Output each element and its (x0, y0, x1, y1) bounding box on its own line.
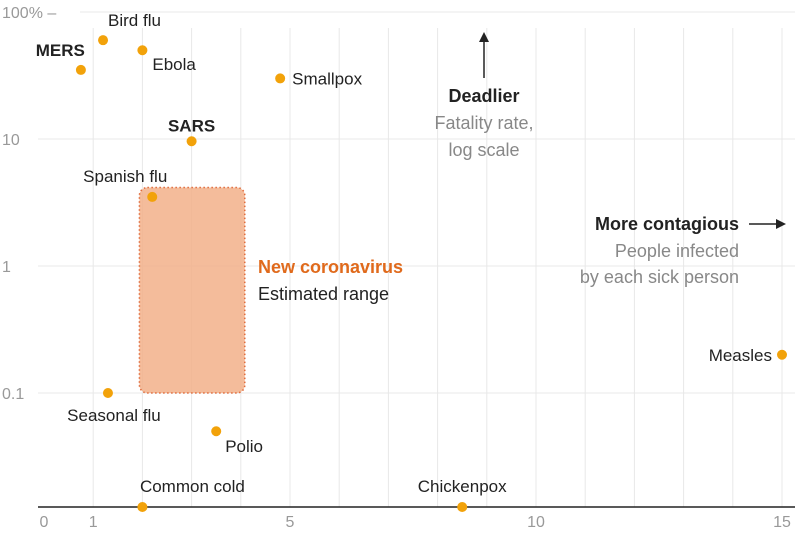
x-tick-label: 0 (40, 514, 49, 531)
point-chickenpox (457, 502, 468, 512)
contagious-line-2: by each sick person (580, 267, 739, 287)
label-smallpox: Smallpox (292, 69, 362, 88)
y-tick-label: 0.1 (2, 386, 24, 403)
label-bird-flu: Bird flu (108, 11, 161, 30)
coronavirus-range (138, 186, 246, 394)
coronavirus-title: New coronavirus (258, 257, 403, 277)
label-spanish-flu: Spanish flu (83, 167, 167, 186)
label-chickenpox: Chickenpox (418, 477, 507, 496)
x-tick-label: 1 (89, 514, 98, 531)
point-bird-flu (98, 35, 109, 46)
label-common-cold: Common cold (140, 477, 245, 496)
point-polio (211, 426, 222, 437)
point-seasonal-flu (102, 388, 113, 398)
point-common-cold (137, 502, 148, 512)
label-ebola: Ebola (152, 55, 196, 74)
contagious-title: More contagious (595, 214, 739, 234)
label-sars: SARS (168, 116, 215, 135)
deadlier-line-1: Fatality rate, (434, 113, 533, 133)
deadlier-line-2: log scale (448, 140, 519, 160)
y-tick-label: 100% – (2, 5, 56, 22)
x-tick-label: 10 (527, 514, 545, 531)
x-tick-label: 5 (286, 514, 295, 531)
x-tick-label: 15 (773, 514, 791, 531)
coronavirus-subtitle: Estimated range (258, 284, 389, 304)
deadlier-title: Deadlier (448, 86, 519, 106)
label-polio: Polio (225, 437, 263, 456)
point-labels: Bird flu MERS Ebola Smallpox SARS Spanish flu… (36, 11, 772, 496)
point-ebola (137, 45, 148, 56)
coronavirus-range-rect (138, 186, 246, 394)
right-arrow-head-icon (776, 219, 786, 229)
contagious-line-1: People infected (615, 241, 739, 261)
point-smallpox (275, 73, 286, 84)
point-sars (186, 136, 197, 147)
deadlier-annotation: Deadlier Fatality rate, log scale (434, 32, 534, 160)
y-tick-label: 1 (2, 259, 11, 276)
label-mers: MERS (36, 41, 85, 60)
data-points (75, 35, 787, 512)
label-seasonal-flu: Seasonal flu (67, 406, 161, 425)
y-tick-label: 10 (2, 132, 20, 149)
point-mers (75, 64, 86, 75)
contagious-annotation: More contagious People infected by each … (580, 214, 786, 287)
point-measles (777, 349, 787, 360)
coronavirus-label: New coronavirus Estimated range (258, 257, 403, 304)
point-spanish-flu (147, 191, 158, 202)
up-arrow-head-icon (479, 32, 489, 42)
label-measles: Measles (709, 346, 772, 365)
